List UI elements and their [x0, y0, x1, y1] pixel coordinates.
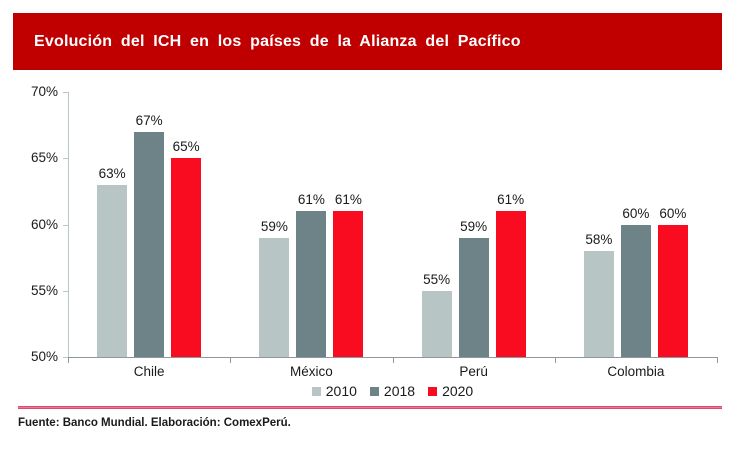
bar-value-label: 61% — [497, 192, 525, 208]
legend-label-2018: 2018 — [383, 383, 416, 399]
bar-peru-2020 — [495, 211, 526, 357]
bar-value-label: 65% — [172, 139, 200, 155]
bar-colombia-2020 — [657, 224, 688, 357]
x-axis-line — [68, 357, 718, 358]
legend-swatch-icon-2020 — [428, 386, 438, 396]
y-tick-mark — [63, 92, 68, 93]
divider-line — [18, 406, 722, 409]
x-tick-label-chile: Chile — [133, 364, 165, 379]
bar-colombia-2010 — [583, 251, 614, 357]
y-axis-line — [68, 92, 69, 357]
y-tick-mark — [63, 357, 68, 358]
bar-value-label: 60% — [622, 205, 650, 221]
x-tick-mark — [230, 358, 232, 363]
x-tick-mark — [392, 358, 394, 363]
y-tick-label: 65% — [30, 150, 58, 166]
y-tick-label: 50% — [30, 349, 58, 364]
bar-chile-2018 — [134, 131, 165, 357]
bar-colombia-2018 — [620, 224, 651, 357]
chart-title: Evolución del ICH en los países de la Al… — [34, 32, 521, 50]
y-tick-label: 60% — [30, 216, 58, 232]
legend-swatch-icon-2010 — [311, 386, 321, 396]
y-tick-mark — [63, 290, 68, 292]
legend: 2010 2018 2020 — [68, 382, 717, 400]
bar-value-label: 63% — [98, 165, 126, 181]
bar-mexico-2010 — [259, 237, 290, 357]
bar-value-label: 61% — [334, 192, 362, 208]
legend-label-2010: 2010 — [325, 383, 357, 399]
x-tick-label-mexico: México — [289, 364, 333, 379]
bar-peru-2018 — [458, 237, 489, 357]
y-tick-mark — [63, 224, 68, 226]
bar-mexico-2020 — [333, 211, 364, 357]
x-tick-mark — [717, 358, 718, 363]
legend-item-2018: 2018 — [369, 383, 416, 399]
bar-value-label: 55% — [423, 271, 451, 287]
y-tick-mark — [63, 158, 68, 160]
x-tick-label-colombia: Colombia — [607, 364, 665, 379]
bar-value-label: 61% — [297, 192, 325, 208]
bar-value-label: 58% — [585, 232, 613, 247]
bar-peru-2010 — [421, 290, 452, 357]
bar-chile-2020 — [171, 158, 202, 357]
legend-item-2020: 2020 — [428, 383, 473, 399]
y-tick-label: 55% — [30, 282, 58, 298]
x-tick-mark — [554, 358, 556, 363]
source-note: Fuente: Banco Mundial. Elaboración: Come… — [18, 417, 291, 429]
chart-title-bar: Evolución del ICH en los países de la Al… — [13, 13, 722, 70]
bar-value-label: 67% — [135, 112, 163, 128]
bar-mexico-2018 — [296, 211, 327, 357]
x-tick-mark — [68, 358, 69, 363]
bar-value-label: 59% — [460, 218, 488, 234]
bar-value-label: 59% — [260, 218, 288, 234]
bar-value-label: 60% — [659, 205, 687, 221]
legend-swatch-icon-2018 — [369, 386, 379, 396]
bar-chile-2010 — [97, 184, 128, 357]
x-tick-label-peru: Perú — [459, 364, 488, 379]
legend-label-2020: 2020 — [442, 383, 474, 399]
y-tick-label: 70% — [30, 84, 58, 99]
legend-item-2010: 2010 — [311, 383, 357, 399]
